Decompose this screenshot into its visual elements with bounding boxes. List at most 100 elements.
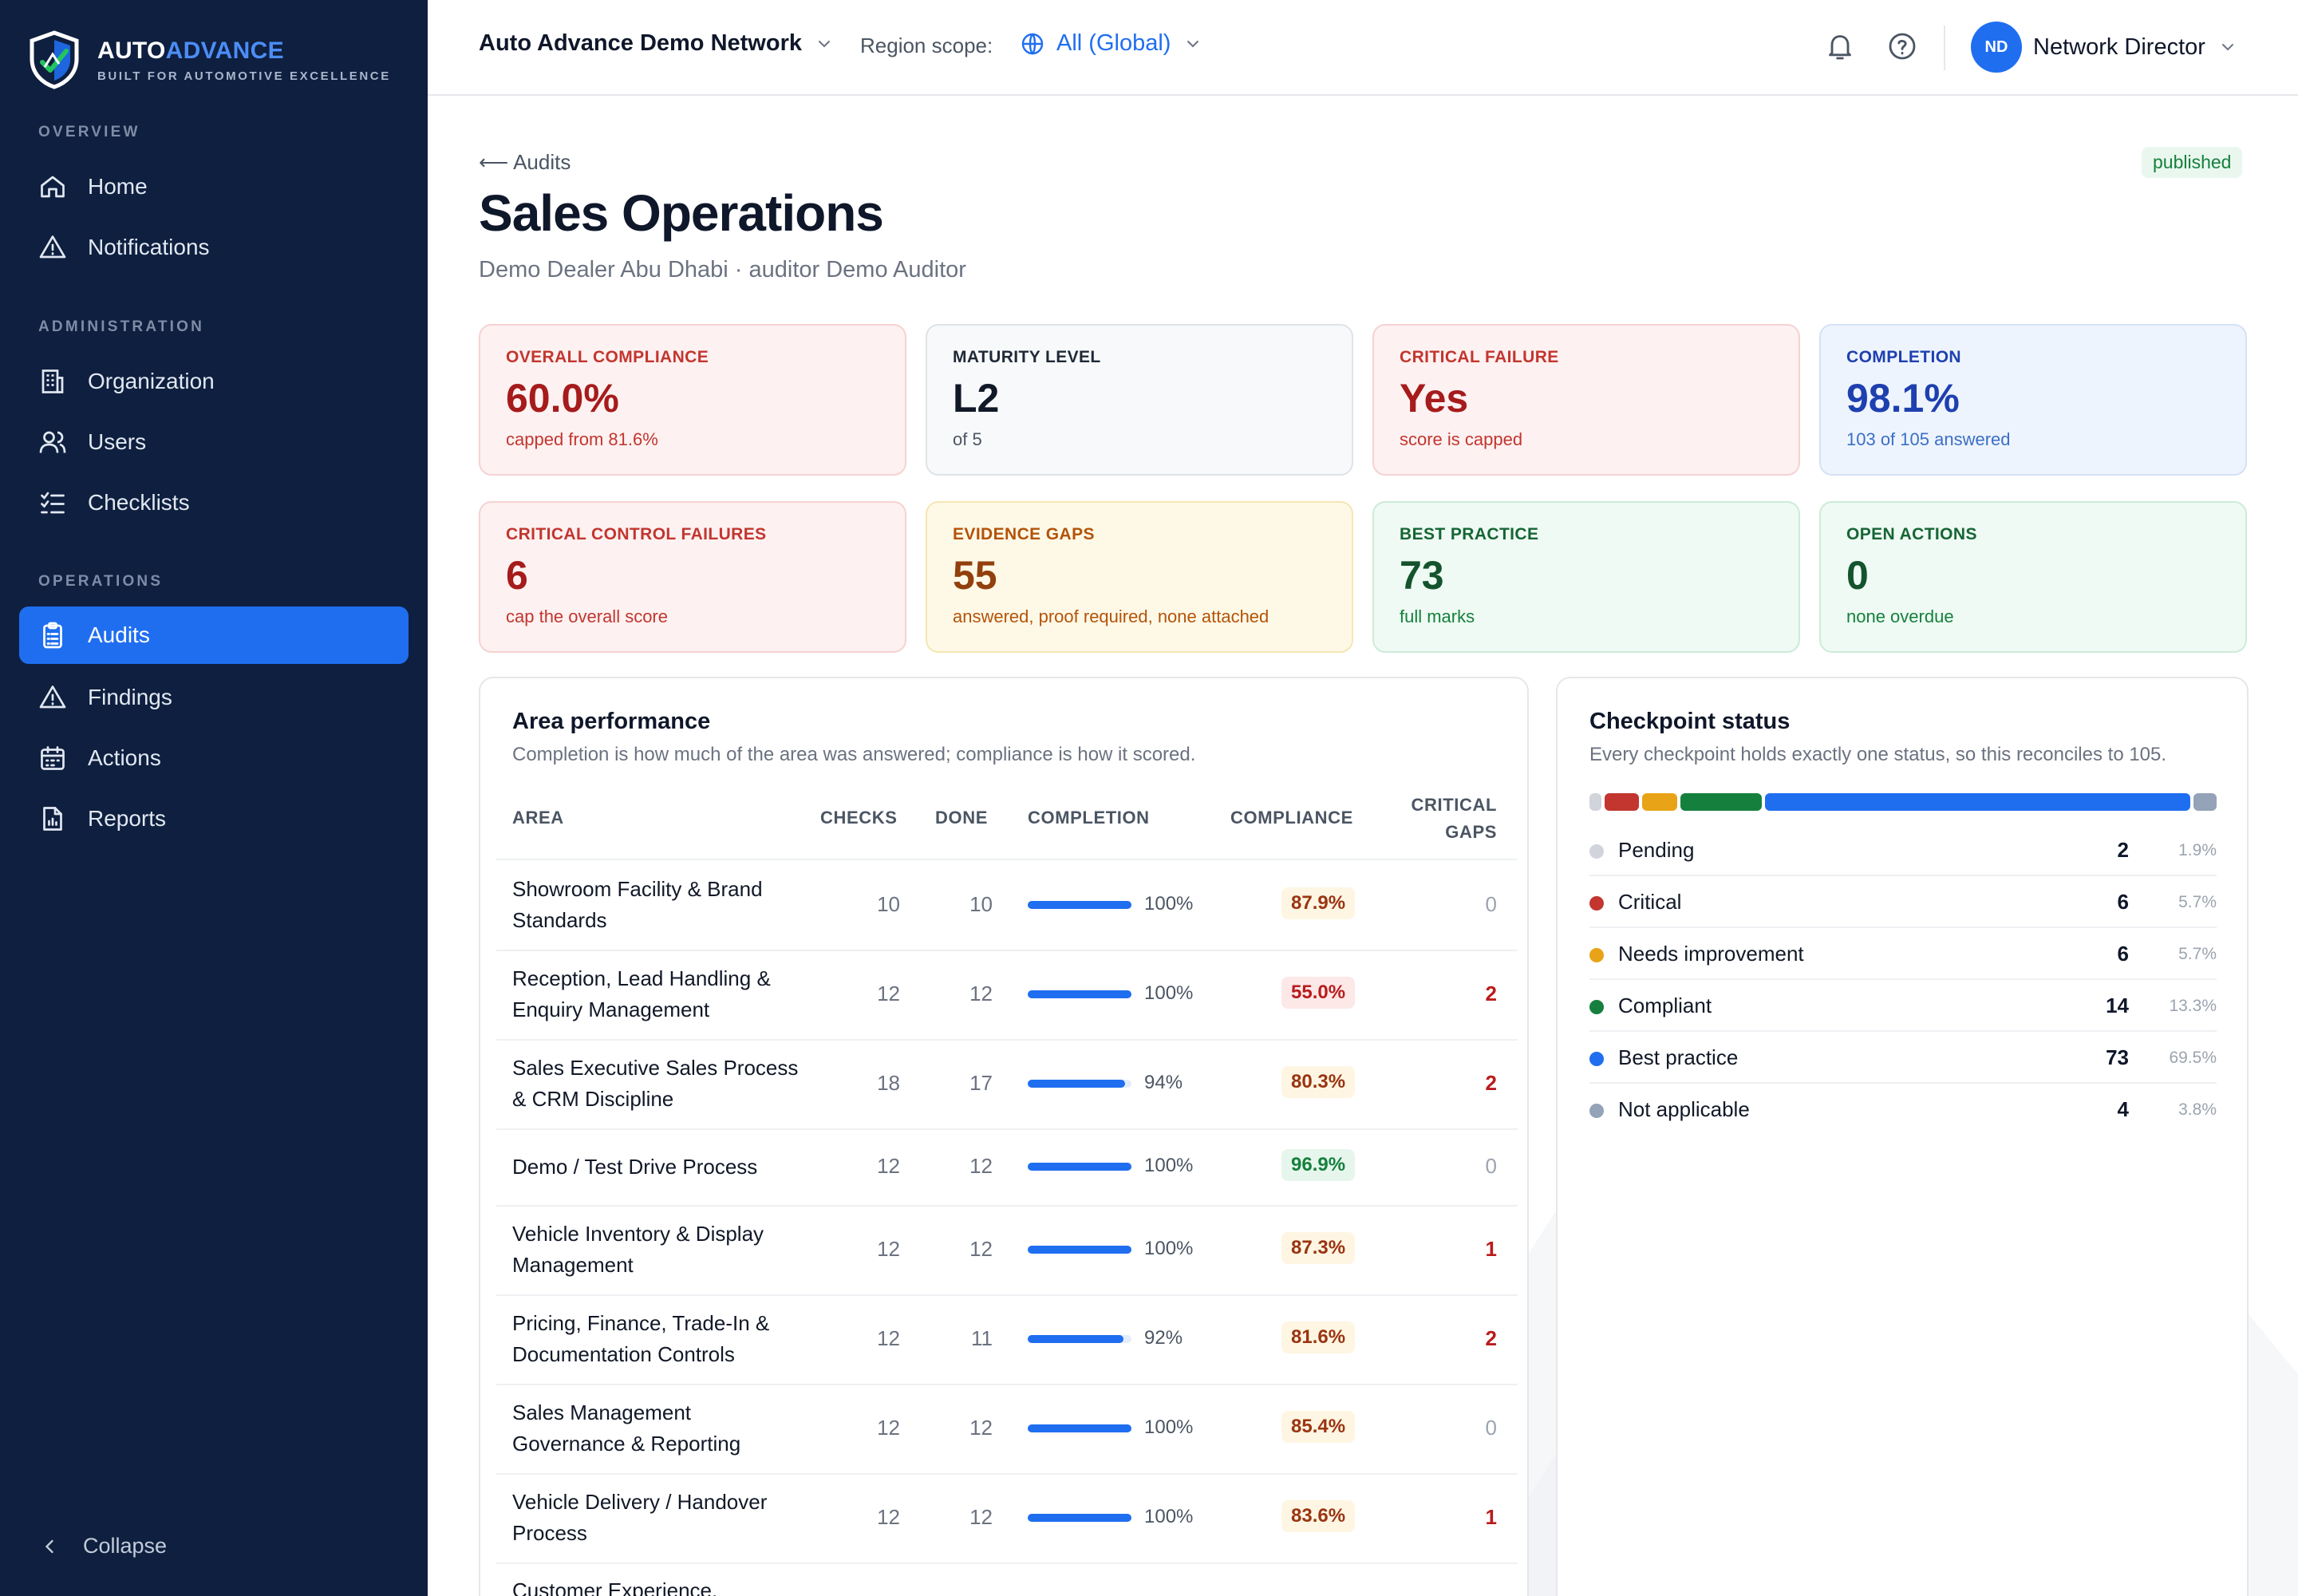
checks-count: 12 xyxy=(877,1326,900,1350)
status-dot xyxy=(1589,1000,1604,1014)
kpi-completion: COMPLETION 98.1% 103 of 105 answered xyxy=(1819,324,2247,476)
critical-gaps-count: 0 xyxy=(1485,1416,1497,1440)
sidebar-item-findings[interactable]: Findings xyxy=(19,669,409,726)
kpi-note: none overdue xyxy=(1846,606,1954,626)
status-legend-row[interactable]: Critical 6 5.7% xyxy=(1589,877,2217,928)
table-row[interactable]: Sales Executive Sales Process & CRM Disc… xyxy=(480,678,1530,1596)
compliance-badge: 81.6% xyxy=(1281,1321,1356,1353)
status-bar-segment xyxy=(1680,793,1763,811)
status-legend-row[interactable]: Best practice 73 69.5% xyxy=(1589,1033,2217,1084)
back-link-audits[interactable]: ⟵ Audits xyxy=(479,150,571,174)
area-name: Vehicle Delivery / Handover Process xyxy=(512,1490,768,1545)
checkpoint-status-card: Checkpoint status Every checkpoint holds… xyxy=(1556,677,2249,1596)
column-header-checks: CHECKS xyxy=(820,808,898,828)
status-legend-row[interactable]: Pending 2 1.9% xyxy=(1589,825,2217,876)
avatar: ND xyxy=(1971,22,2022,73)
completion-percent: 100% xyxy=(1144,1416,1194,1438)
status-legend-row[interactable]: Needs improvement 6 5.7% xyxy=(1589,929,2217,980)
kpi-overall-compliance: OVERALL COMPLIANCE 60.0% capped from 81.… xyxy=(479,324,906,476)
table-row[interactable]: Customer Experience, xyxy=(480,678,1530,1596)
table-row[interactable]: Vehicle Inventory & Display Management 12… xyxy=(480,678,1530,1596)
column-header-compliance: COMPLIANCE xyxy=(1230,808,1353,828)
kpi-note: of 5 xyxy=(953,429,982,449)
kpi-value: 98.1% xyxy=(1846,376,1960,421)
checks-count: 12 xyxy=(877,1416,900,1440)
brand[interactable]: AUTOADVANCE BUILT FOR AUTOMOTIVE EXCELLE… xyxy=(29,30,391,89)
checks-count: 12 xyxy=(877,1154,900,1178)
sidebar-item-organization[interactable]: Organization xyxy=(19,353,409,410)
status-percent: 5.7% xyxy=(2178,945,2217,963)
completion-bar-fill xyxy=(1028,1246,1131,1254)
compliance-badge: 87.3% xyxy=(1281,1232,1356,1264)
region-scope-label: Region scope: xyxy=(860,34,993,57)
sidebar-item-users[interactable]: Users xyxy=(19,413,409,471)
completion-percent: 100% xyxy=(1144,1155,1194,1176)
area-name: Pricing, Finance, Trade-In & Documentati… xyxy=(512,1311,770,1366)
checks-count: 12 xyxy=(877,1237,900,1261)
sidebar-item-checklists[interactable]: Checklists xyxy=(19,474,409,531)
done-count: 12 xyxy=(969,982,993,1005)
status-label: Compliant xyxy=(1618,994,1712,1017)
kpi-label: COMPLETION xyxy=(1846,348,1961,366)
completion-bar xyxy=(1028,1246,1131,1254)
status-percent: 3.8% xyxy=(2178,1100,2217,1119)
table-row[interactable]: Sales Management Governance & Reporting 1… xyxy=(480,678,1530,1596)
table-row[interactable]: Pricing, Finance, Trade-In & Documentati… xyxy=(480,678,1530,1596)
sidebar-item-label: Findings xyxy=(88,685,172,709)
collapse-button[interactable]: Collapse xyxy=(38,1534,167,1558)
status-dot xyxy=(1589,1052,1604,1066)
compliance-badge: 87.9% xyxy=(1281,887,1356,919)
done-count: 12 xyxy=(969,1505,993,1529)
checks-count: 12 xyxy=(877,982,900,1005)
status-count: 6 xyxy=(2117,890,2129,914)
status-bar-segment xyxy=(2193,793,2217,811)
critical-gaps-count: 2 xyxy=(1485,982,1497,1005)
row-divider xyxy=(496,950,1518,951)
critical-gaps-count: 2 xyxy=(1485,1071,1497,1095)
chevron-down-icon xyxy=(1187,40,1199,47)
sidebar-item-reports[interactable]: Reports xyxy=(19,790,409,847)
help-icon[interactable] xyxy=(1886,30,1918,62)
region-scope-selector[interactable]: All (Global) xyxy=(1020,30,1202,57)
page-title: Sales Operations xyxy=(479,184,884,242)
status-count: 73 xyxy=(2106,1045,2129,1069)
completion-bar-fill xyxy=(1028,1335,1123,1343)
table-row[interactable]: Reception, Lead Handling & Enquiry Manag… xyxy=(480,678,1530,1596)
done-count: 11 xyxy=(971,1326,993,1350)
row-divider xyxy=(496,1384,1518,1385)
card-subtitle: Every checkpoint holds exactly one statu… xyxy=(1589,744,2167,765)
compliance-badge: 83.6% xyxy=(1281,1500,1356,1532)
bell-icon[interactable] xyxy=(1824,30,1856,62)
column-header-area: AREA xyxy=(512,808,564,828)
completion-percent: 100% xyxy=(1144,982,1194,1004)
kpi-label: BEST PRACTICE xyxy=(1400,525,1539,543)
sidebar-item-label: Notifications xyxy=(88,235,210,259)
network-selector[interactable]: Auto Advance Demo Network xyxy=(479,30,834,57)
status-legend-row[interactable]: Compliant 14 13.3% xyxy=(1589,981,2217,1032)
building-icon xyxy=(41,369,64,393)
table-row[interactable]: Demo / Test Drive Process 12 12 100% 96.9% 0 xyxy=(480,678,1530,1596)
sidebar-item-home[interactable]: Home xyxy=(19,158,409,215)
row-divider xyxy=(496,1205,1518,1207)
completion-bar-fill xyxy=(1028,1514,1131,1522)
sidebar-item-actions[interactable]: Actions xyxy=(19,729,409,787)
sidebar-item-audits[interactable]: Audits xyxy=(19,606,409,664)
table-row[interactable]: Showroom Facility & Brand Standards 10 10 1… xyxy=(480,678,1530,1596)
row-divider xyxy=(496,1128,1518,1130)
status-legend-row[interactable]: Not applicable 4 3.8% xyxy=(1589,1084,2217,1136)
kpi-label: MATURITY LEVEL xyxy=(953,348,1101,366)
compliance-badge: 80.3% xyxy=(1281,1066,1356,1098)
completion-bar xyxy=(1028,1163,1131,1171)
completion-bar-fill xyxy=(1028,1163,1131,1171)
area-name: Reception, Lead Handling & Enquiry Manag… xyxy=(512,966,771,1021)
completion-percent: 100% xyxy=(1144,1238,1194,1259)
sidebar-item-label: Organization xyxy=(88,369,215,393)
sidebar-item-notifications[interactable]: Notifications xyxy=(19,219,409,276)
chevron-left-icon xyxy=(45,1539,53,1553)
status-count: 2 xyxy=(2117,838,2129,862)
report-icon xyxy=(43,807,62,831)
table-row[interactable]: Vehicle Delivery / Handover Process 12 12 1… xyxy=(480,678,1530,1596)
completion-bar xyxy=(1028,1424,1131,1432)
user-menu[interactable]: ND Network Director xyxy=(1971,22,2237,73)
page-subtitle: Demo Dealer Abu Dhabi · auditor Demo Aud… xyxy=(479,257,966,282)
